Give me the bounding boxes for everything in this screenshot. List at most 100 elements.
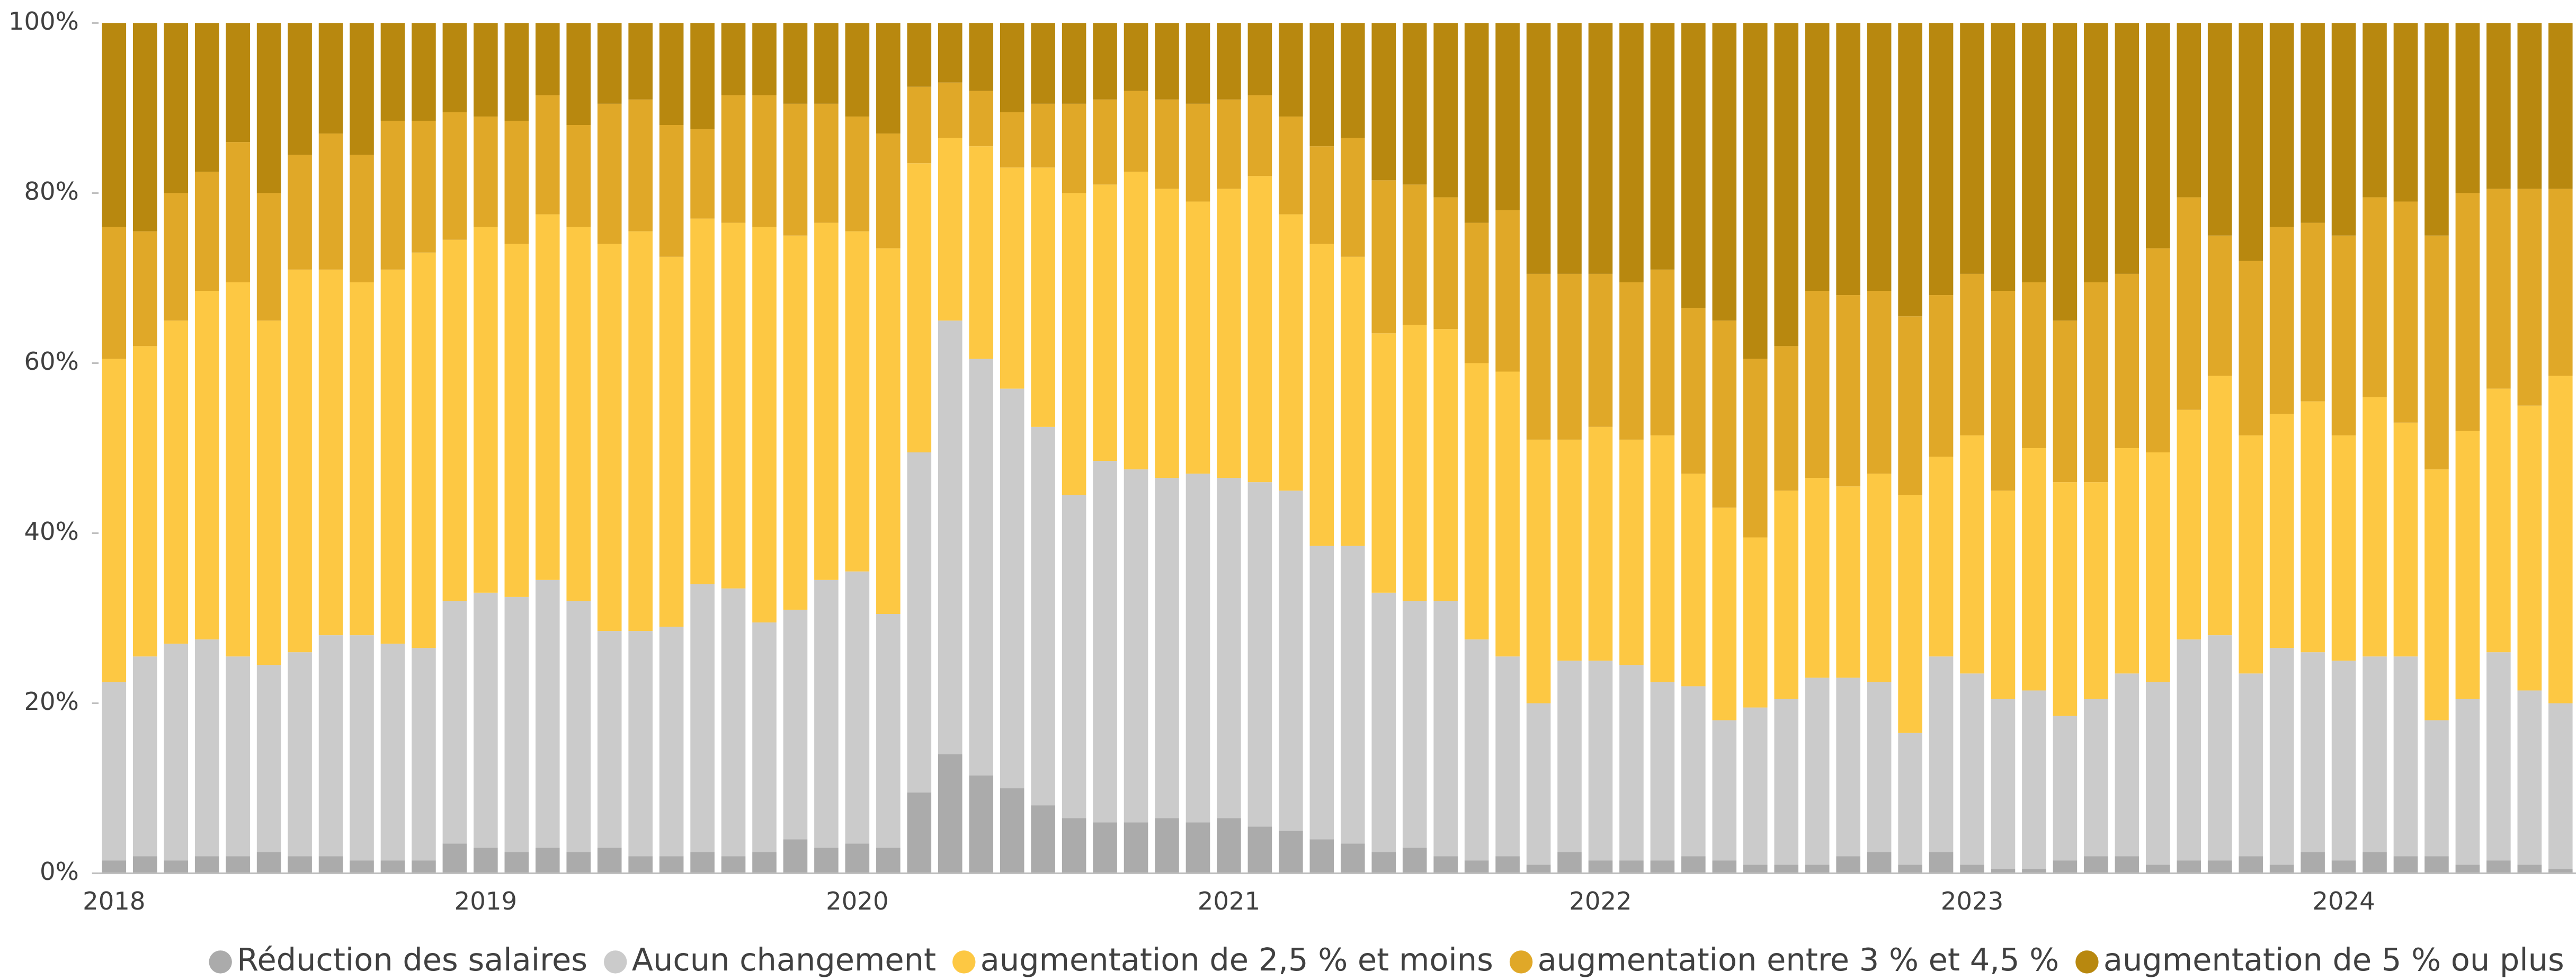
bar-segment xyxy=(1433,23,1458,198)
bar-segment xyxy=(1836,295,1860,487)
bar-segment xyxy=(1991,699,2016,869)
bar-segment xyxy=(1186,822,1210,874)
bar-segment xyxy=(814,848,839,874)
bar-segment xyxy=(1681,686,1706,857)
bar-segment xyxy=(1805,678,1830,865)
bar-segment xyxy=(2331,23,2356,236)
bar-segment xyxy=(2301,852,2325,874)
bar-segment xyxy=(2177,409,2201,640)
bar-segment xyxy=(2425,235,2449,470)
legend-marker xyxy=(209,950,232,974)
bar-segment xyxy=(2363,852,2387,874)
bar-segment xyxy=(1093,99,1117,185)
bar-segment xyxy=(1557,852,1582,874)
bar-segment xyxy=(2486,860,2511,874)
bar-segment xyxy=(2363,656,2387,852)
bar-segment xyxy=(2425,720,2449,857)
bar-segment xyxy=(1464,860,1489,874)
bar-segment xyxy=(1898,865,1922,874)
bar-segment xyxy=(2084,482,2108,699)
bar-segment xyxy=(1557,439,1582,661)
bar-segment xyxy=(1681,308,1706,474)
bar-segment xyxy=(504,596,529,852)
bar-segment xyxy=(1340,23,1365,138)
bar-segment xyxy=(814,222,839,580)
bar-segment xyxy=(1619,282,1644,440)
bar-segment xyxy=(2207,23,2232,236)
y-tick-label: 20% xyxy=(24,687,78,716)
bar-segment xyxy=(2548,703,2573,869)
bar-segment xyxy=(2486,652,2511,861)
bar-segment xyxy=(2022,282,2046,448)
bar-segment xyxy=(690,218,715,584)
bar-segment xyxy=(1743,537,1768,708)
bar-segment xyxy=(628,856,653,874)
bar-segment xyxy=(1898,23,1922,317)
bar-segment xyxy=(1309,546,1334,840)
bar-segment xyxy=(876,23,901,134)
bar-segment xyxy=(442,112,467,240)
bar-segment xyxy=(1402,325,1427,601)
bar-segment xyxy=(2517,865,2542,874)
bar-segment xyxy=(318,269,343,636)
bar-segment xyxy=(132,656,157,857)
bar-segment xyxy=(721,95,746,223)
bar-segment xyxy=(1650,269,1675,435)
bar-segment xyxy=(288,155,312,270)
bar-segment xyxy=(380,269,405,644)
bar-segment xyxy=(2022,869,2046,874)
x-tick-label: 2022 xyxy=(1569,887,1632,915)
bar-segment xyxy=(1279,831,1303,874)
y-tick-label: 60% xyxy=(24,347,78,376)
bar-segment xyxy=(1867,474,1892,682)
legend-label: Réduction des salaires xyxy=(237,941,587,978)
bar-segment xyxy=(566,125,591,227)
bar-segment xyxy=(226,142,250,282)
bar-segment xyxy=(2145,682,2170,865)
bar-segment xyxy=(412,120,436,253)
bar-segment xyxy=(1836,486,1860,678)
bar-segment xyxy=(1774,699,1799,865)
bar-segment xyxy=(102,682,127,861)
bar-segment xyxy=(721,23,746,95)
bar-segment xyxy=(2115,23,2140,274)
bar-segment xyxy=(1124,91,1148,172)
bar-segment xyxy=(1743,865,1768,874)
bar-segment xyxy=(1588,426,1613,661)
bar-segment xyxy=(2331,860,2356,874)
bar-segment xyxy=(1031,23,1055,104)
bar-segment xyxy=(2425,469,2449,720)
bar-segment xyxy=(1402,601,1427,848)
bar-segment xyxy=(566,601,591,852)
bar-segment xyxy=(2548,869,2573,874)
bar-segment xyxy=(2331,235,2356,435)
bar-segment xyxy=(2301,23,2325,223)
bar-segment xyxy=(1279,214,1303,491)
legend-marker xyxy=(2075,950,2099,974)
bar-segment xyxy=(969,775,994,874)
bar-segment xyxy=(907,23,932,87)
bar-segment xyxy=(1464,222,1489,363)
bar-segment xyxy=(226,656,250,857)
bar-segment xyxy=(659,23,684,126)
bar-segment xyxy=(2084,282,2108,483)
bar-segment xyxy=(1309,146,1334,244)
bar-segment xyxy=(566,227,591,601)
bar-segment xyxy=(752,95,777,227)
bar-segment xyxy=(1371,852,1396,874)
bar-segment xyxy=(2239,261,2263,435)
bar-segment xyxy=(752,23,777,95)
legend-marker xyxy=(1509,950,1533,974)
bar-segment xyxy=(659,856,684,874)
bar-segment xyxy=(1464,639,1489,861)
bar-segment xyxy=(226,282,250,657)
bar-segment xyxy=(1960,23,1984,274)
bar-segment xyxy=(474,116,498,227)
bar-segment xyxy=(1681,856,1706,874)
bar-segment xyxy=(969,91,994,147)
bar-segment xyxy=(1309,839,1334,874)
bar-segment xyxy=(442,601,467,844)
bar-segment xyxy=(194,639,219,857)
bar-segment xyxy=(1031,103,1055,168)
bar-segment xyxy=(2022,690,2046,869)
